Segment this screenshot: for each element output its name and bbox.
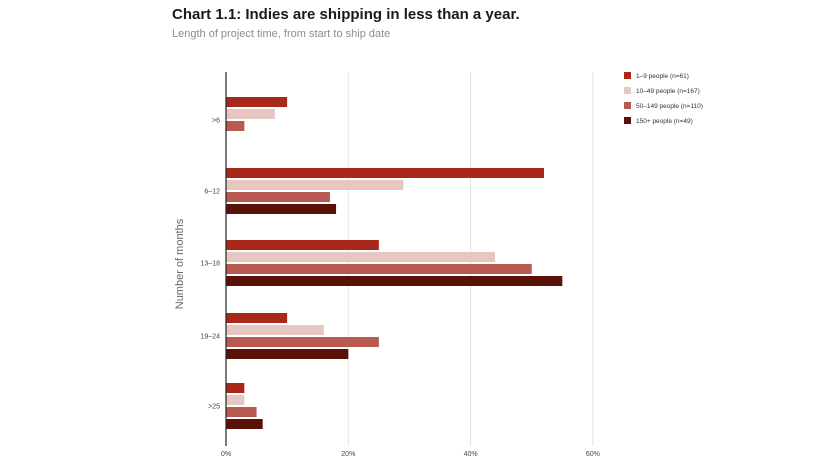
legend-label: 10–49 people (n=167) [636,88,700,95]
bar [226,168,544,178]
x-tick-label: 60% [586,451,600,458]
legend-swatch [624,102,631,109]
bar [226,204,337,214]
legend-label: 50–149 people (n=110) [636,103,703,110]
bar [226,325,324,335]
bar [226,349,349,359]
bar [226,419,263,429]
bar [226,109,275,119]
bar [226,264,532,274]
legend-swatch [624,117,631,124]
chart-title: Chart 1.1: Indies are shipping in less t… [172,6,520,23]
bar [226,180,404,190]
bar [226,337,379,347]
bar [226,252,496,262]
legend-label: 150+ people (n=49) [636,118,693,125]
y-tick-label: >6 [212,118,220,125]
y-tick-label: 19–24 [201,334,221,341]
y-tick-label: 6–12 [204,189,220,196]
bar [226,407,257,417]
bar [226,192,330,202]
bar [226,395,245,405]
bar [226,383,245,393]
x-tick-label: 0% [221,451,231,458]
bar [226,276,563,286]
x-tick-label: 40% [464,451,478,458]
y-tick-label: 13–18 [201,261,221,268]
bar [226,240,379,250]
x-tick-label: 20% [341,451,355,458]
legend-label: 1–9 people (n=61) [636,73,689,80]
bar [226,121,245,131]
chart-subtitle: Length of project time, from start to sh… [172,28,391,40]
legend-swatch [624,72,631,79]
y-axis-label: Number of months [174,218,186,309]
bar [226,313,288,323]
bar [226,97,288,107]
y-tick-label: >25 [208,404,220,411]
legend-swatch [624,87,631,94]
